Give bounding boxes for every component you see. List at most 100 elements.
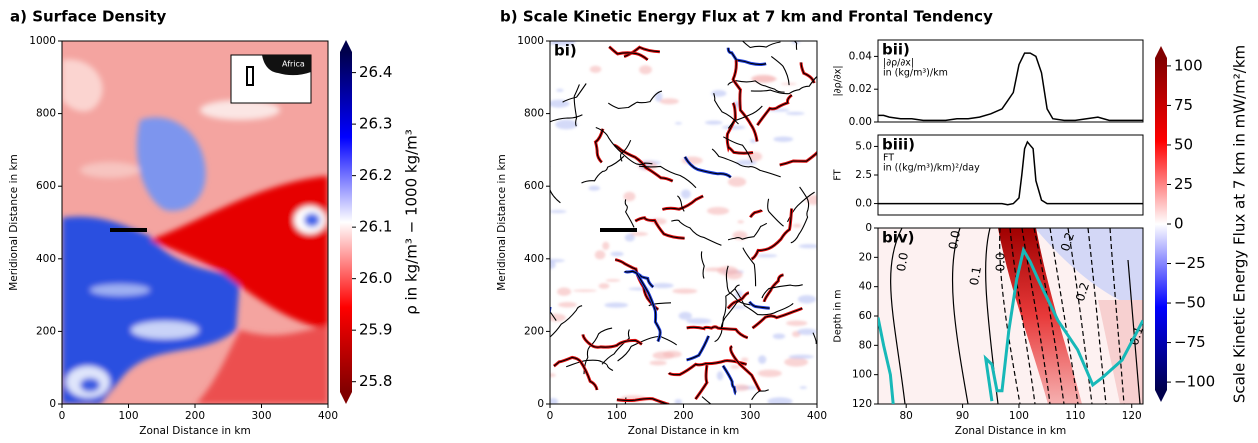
front-stroke [565,359,614,372]
speckle [629,232,648,236]
contour [890,228,906,404]
speckle [652,351,675,360]
speckle [706,206,730,215]
front-stroke [732,60,758,142]
front-contours [550,41,817,404]
contour-label: 0.2 [1073,281,1092,303]
speckle [686,318,712,324]
contour-label: 0.1 [967,265,984,286]
data-line [878,140,1143,206]
front-stroke [741,41,781,49]
speckle [737,220,744,224]
red-bottom [196,326,328,404]
front-stroke [770,55,790,86]
x-tick-label: 120 [1122,410,1142,422]
colorbar-tick-label: 26.4 [359,63,392,81]
contour [999,228,1021,404]
speckle [672,288,698,294]
x-tick-label: 100 [1009,410,1029,422]
colorbar-tick-label: 26.2 [359,166,392,184]
front-stroke [639,165,697,189]
front-stroke [595,126,653,166]
front-stroke [723,136,753,163]
panel-b-title: b) Scale Kinetic Energy Flux at 7 km and… [500,8,993,26]
front-stroke [763,274,784,302]
speckle [550,258,565,263]
colorbar-tick-label: 50 [1174,135,1193,153]
front-stroke [624,199,635,228]
speckle [678,311,692,320]
front-stroke [727,47,767,66]
speckle [757,369,782,378]
speckle [798,244,817,249]
front-stroke [800,62,815,84]
speckle [588,185,601,191]
contour [1109,228,1125,404]
front-stroke [714,284,740,343]
front-stroke [711,148,781,178]
x-tick-label: 300 [740,410,760,422]
front-stroke [686,335,710,361]
speckle [594,250,606,260]
front-stroke [790,186,810,244]
x-axis-label: Zonal Distance in km [628,425,739,437]
speckle [589,65,602,73]
pink-region [1098,300,1143,404]
y-tick-label: 60 [859,310,872,322]
speckle [752,75,778,82]
front-stroke [726,102,754,154]
front-stroke [594,128,604,163]
y-tick-label: 600 [524,180,544,192]
swirl [80,162,140,178]
colorbar-tick-label: 26.3 [359,115,392,133]
blue-region [62,216,240,404]
front-stroke [695,365,708,400]
speckle [604,302,629,308]
colorbar-extend [340,40,352,52]
red-wedge [150,176,328,330]
y-axis-label: |∂ρ/∂x| [833,65,844,96]
front-stroke [700,251,705,279]
speckle [550,260,556,269]
front-stroke [550,306,551,312]
front-stroke [722,365,737,395]
speckle [556,88,564,92]
front-stroke [779,152,817,166]
x-axis-label: Zonal Distance in km [139,425,250,437]
x-tick-label: 0 [59,410,66,422]
front-stroke [727,222,768,241]
panel-label: biii) [882,136,915,154]
annotation: in ((kg/m³)/km)²/day [883,163,980,174]
y-tick-label: 120 [852,398,872,410]
front-stroke [734,288,794,316]
front-stroke [727,292,750,309]
speckle [784,357,809,367]
front-stroke [623,46,660,58]
speckle [727,176,747,187]
front-stroke [582,334,643,348]
front-stroke [636,273,661,342]
contour-label: 0.0 [946,229,963,250]
y-tick-label: 1000 [29,35,56,47]
speckle [799,386,807,389]
front-stroke [581,155,625,184]
speckle [558,302,577,308]
contour-label: 0.2 [1058,231,1077,253]
speckle [741,357,749,362]
front-stroke [607,90,663,109]
y-tick-label: 600 [36,180,56,192]
speckle [758,355,767,364]
front-stroke [748,301,770,309]
y-tick-label: 2.5 [855,169,872,181]
front-stroke [749,209,763,218]
front-stroke [750,75,817,95]
speckle [550,373,556,378]
axes-frame [877,39,1144,123]
speckle [773,136,794,142]
contour [1067,228,1093,404]
speckle [610,251,624,257]
front-stroke [713,93,739,125]
speckle [674,122,682,125]
data-line [878,245,1143,404]
y-tick-label: 200 [524,325,544,337]
